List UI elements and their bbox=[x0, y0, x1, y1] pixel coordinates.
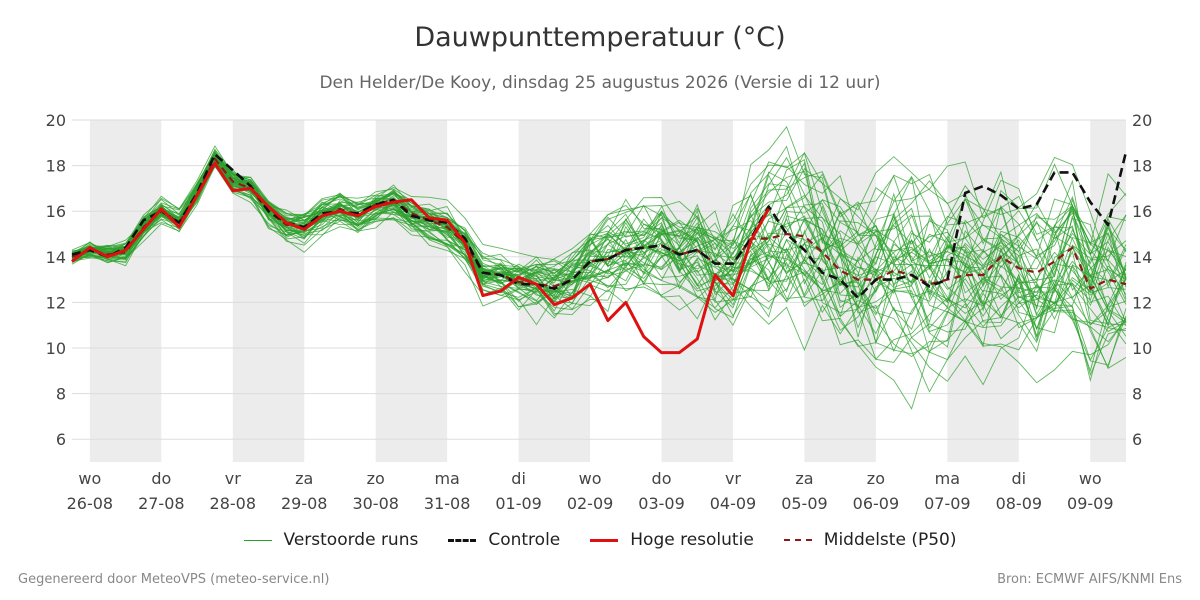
legend-item-median: Middelste (P50) bbox=[783, 530, 957, 550]
y-tick-label-left: 6 bbox=[56, 430, 66, 449]
x-tick-day: zo bbox=[367, 469, 385, 488]
y-axis-right: 6 8 10 12 14 16 18 20 bbox=[1132, 111, 1152, 449]
chart-subtitle: Den Helder/De Kooy, dinsdag 25 augustus … bbox=[319, 73, 881, 93]
y-tick-label-left: 18 bbox=[46, 157, 66, 176]
main-series bbox=[71, 151, 1128, 355]
ensemble-run bbox=[71, 159, 1127, 329]
legend-label-control: Controle bbox=[488, 530, 561, 550]
x-tick-day: wo bbox=[1079, 469, 1102, 488]
legend-item-control: Controle bbox=[448, 530, 560, 550]
weekend-bands bbox=[89, 120, 1126, 462]
y-tick-label-right: 18 bbox=[1132, 157, 1152, 176]
y-tick-label-right: 20 bbox=[1132, 111, 1152, 130]
y-tick-label-left: 20 bbox=[46, 111, 66, 130]
ensemble-run bbox=[71, 149, 1127, 369]
x-tick-day: ma bbox=[935, 469, 960, 488]
x-tick-date: 05-09 bbox=[781, 494, 828, 513]
x-tick-day: zo bbox=[867, 469, 885, 488]
x-tick-day: vr bbox=[225, 469, 241, 488]
x-tick-date: 28-08 bbox=[210, 494, 257, 513]
series-control-line bbox=[71, 151, 1128, 300]
day-band bbox=[375, 120, 448, 462]
ensemble-run bbox=[71, 165, 1127, 328]
ensemble-run bbox=[71, 145, 1127, 348]
legend-swatch-high-res bbox=[590, 538, 619, 542]
ensemble-run bbox=[71, 164, 1127, 309]
x-tick-date: 08-09 bbox=[996, 494, 1043, 513]
series-high-res-line bbox=[71, 161, 771, 355]
y-tick-label-right: 16 bbox=[1132, 202, 1152, 221]
x-tick-day: wo bbox=[579, 469, 602, 488]
y-tick-label-left: 10 bbox=[46, 339, 66, 358]
y-tick-label-left: 12 bbox=[46, 293, 66, 312]
legend-swatch-median bbox=[783, 539, 812, 541]
ensemble-run bbox=[71, 160, 1127, 384]
legend-swatch-ensemble bbox=[243, 539, 272, 541]
legend-item-ensemble: Verstoorde runs bbox=[243, 530, 419, 550]
x-tick-date: 07-09 bbox=[924, 494, 971, 513]
legend-swatch-control bbox=[448, 538, 477, 542]
x-tick-date: 03-09 bbox=[638, 494, 685, 513]
y-tick-label-right: 6 bbox=[1132, 430, 1142, 449]
ensemble-run bbox=[71, 156, 1127, 311]
x-tick-date: 09-09 bbox=[1067, 494, 1114, 513]
legend-item-high-res: Hoge resolutie bbox=[590, 530, 754, 550]
legend: Verstoorde runs Controle Hoge resolutie … bbox=[0, 530, 1200, 550]
y-tick-label-right: 12 bbox=[1132, 293, 1152, 312]
footer-source: Bron: ECMWF AIFS/KNMI Ens bbox=[997, 572, 1182, 587]
x-axis: wo 26-08 do 27-08 vr 28-08 za 29-08 zo 30-08 ma 31-… bbox=[67, 469, 1114, 513]
y-tick-label-right: 8 bbox=[1132, 385, 1142, 404]
day-band bbox=[232, 120, 305, 462]
x-tick-date: 27-08 bbox=[138, 494, 185, 513]
x-tick-date: 06-09 bbox=[853, 494, 900, 513]
legend-label-high-res: Hoge resolutie bbox=[630, 530, 754, 550]
chart-title: Dauwpunttemperatuur (°C) bbox=[414, 22, 786, 53]
legend-label-ensemble: Verstoorde runs bbox=[283, 530, 419, 550]
x-tick-day: do bbox=[652, 469, 672, 488]
x-tick-day: do bbox=[151, 469, 171, 488]
x-tick-day: wo bbox=[78, 469, 101, 488]
x-tick-date: 02-09 bbox=[567, 494, 614, 513]
x-tick-date: 30-08 bbox=[352, 494, 399, 513]
y-tick-label-right: 10 bbox=[1132, 339, 1152, 358]
x-tick-date: 04-09 bbox=[710, 494, 757, 513]
x-tick-day: di bbox=[1012, 469, 1027, 488]
x-tick-day: za bbox=[295, 469, 313, 488]
x-tick-date: 26-08 bbox=[67, 494, 114, 513]
x-tick-date: 29-08 bbox=[281, 494, 328, 513]
y-tick-label-left: 16 bbox=[46, 202, 66, 221]
x-tick-day: ma bbox=[434, 469, 459, 488]
day-band bbox=[89, 120, 162, 462]
x-tick-day: vr bbox=[725, 469, 741, 488]
x-tick-day: di bbox=[511, 469, 526, 488]
y-tick-label-left: 8 bbox=[56, 385, 66, 404]
y-axis-left: 6 8 10 12 14 16 18 20 bbox=[46, 111, 66, 449]
ensemble-run bbox=[71, 153, 1127, 345]
legend-label-median: Middelste (P50) bbox=[823, 530, 957, 550]
footer-credit: Gegenereerd door MeteoVPS (meteo-service… bbox=[18, 572, 330, 587]
x-tick-date: 01-09 bbox=[495, 494, 542, 513]
x-tick-date: 31-08 bbox=[424, 494, 471, 513]
y-tick-label-left: 14 bbox=[46, 248, 66, 267]
x-tick-day: za bbox=[795, 469, 813, 488]
y-tick-label-right: 14 bbox=[1132, 248, 1152, 267]
